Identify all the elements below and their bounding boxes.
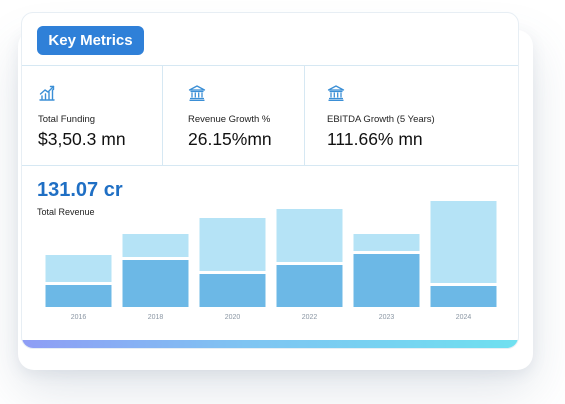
bar-2020-segment-1: [199, 274, 266, 307]
bar-2024-segment-2: [430, 201, 497, 283]
x-tick-label: 2016: [71, 314, 87, 321]
key-metrics-card: Key Metrics Total Funding $3,50.3 mn: [21, 12, 519, 349]
total-revenue-value: 131.07 cr: [37, 179, 123, 201]
metric-total-funding: Total Funding $3,50.3 mn: [22, 66, 162, 166]
bar-2016-segment-1: [45, 285, 112, 307]
metric-value: $3,50.3 mn: [38, 129, 126, 149]
bar-2023-segment-2: [353, 234, 420, 251]
metric-revenue-growth: Revenue Growth % 26.15%mn: [162, 66, 304, 166]
metric-label: Revenue Growth %: [188, 114, 271, 125]
bank-icon: [327, 85, 345, 101]
total-revenue-label: Total Revenue: [37, 207, 95, 217]
metric-label: EBITDA Growth (5 Years): [327, 114, 435, 125]
card-bottom-gradient: [22, 340, 518, 348]
metric-value: 26.15%mn: [188, 129, 272, 149]
card-title: Key Metrics: [37, 26, 144, 55]
bar-2022-segment-1: [276, 265, 343, 307]
growth-chart-icon: [39, 85, 55, 101]
bar-2018-segment-1: [122, 260, 189, 307]
metrics-row: Total Funding $3,50.3 mn Revenue Growth …: [22, 65, 518, 166]
bar-2023-segment-1: [353, 254, 420, 307]
bar-2024-segment-1: [430, 286, 497, 307]
bar-2018-segment-2: [122, 234, 189, 257]
bar-2020-segment-2: [199, 218, 266, 271]
metric-value: 111.66% mn: [327, 129, 423, 149]
bar-2016-segment-2: [45, 255, 112, 282]
metric-label: Total Funding: [38, 114, 96, 125]
x-tick-label: 2024: [456, 314, 472, 321]
revenue-bar-chart: 2016 2018 2020 2022 2023 2024: [45, 201, 497, 321]
x-tick-label: 2023: [379, 314, 395, 321]
bank-icon: [188, 85, 206, 101]
x-tick-label: 2022: [302, 314, 318, 321]
x-tick-label: 2020: [225, 314, 241, 321]
metric-ebitda-growth: EBITDA Growth (5 Years) 111.66% mn: [304, 66, 518, 166]
x-tick-label: 2018: [148, 314, 164, 321]
bar-2022-segment-2: [276, 209, 343, 262]
